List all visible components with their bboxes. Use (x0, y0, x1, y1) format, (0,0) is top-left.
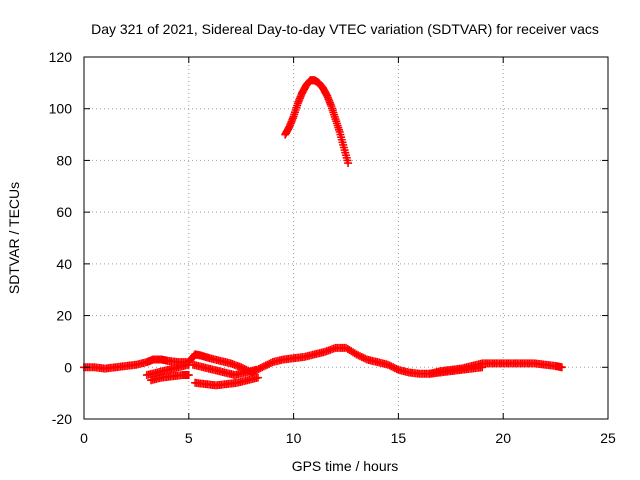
data-point (354, 351, 363, 360)
y-tick-label: 0 (64, 359, 72, 375)
axis-ticks: 0 5 10 15 20 25 -20 0 20 40 60 80 100 120 (49, 49, 616, 446)
data-point (256, 364, 265, 373)
data-point (359, 353, 368, 362)
x-tick-label: 15 (391, 430, 407, 446)
data-point (478, 363, 487, 372)
data-point (184, 371, 193, 380)
y-tick-label: 60 (56, 204, 72, 220)
series-peak (281, 76, 353, 168)
y-tick-label: 100 (49, 101, 73, 117)
data-point (266, 358, 275, 367)
data-point (355, 352, 364, 361)
x-tick-label: 20 (495, 430, 511, 446)
x-tick-label: 25 (600, 430, 616, 446)
y-tick-label: 40 (56, 256, 72, 272)
data-point (263, 360, 272, 369)
y-tick-label: -20 (52, 411, 72, 427)
data-point (390, 364, 399, 373)
data-point (557, 363, 566, 372)
data-point (253, 373, 262, 382)
data-point (392, 365, 401, 374)
x-tick-label: 5 (185, 430, 193, 446)
plot-frame (83, 56, 609, 420)
data-point (385, 361, 394, 370)
data-point (352, 350, 361, 359)
series-middle-a (188, 360, 260, 380)
data-point (361, 354, 370, 363)
y-tick-label: 20 (56, 308, 72, 324)
data-point (259, 362, 268, 371)
series-middle-b (191, 373, 262, 390)
data-point (258, 363, 267, 372)
y-tick-label: 120 (49, 49, 73, 65)
data-point (383, 360, 392, 369)
data-points (80, 76, 566, 390)
x-tick-label: 10 (286, 430, 302, 446)
series-tail-b (425, 363, 487, 378)
data-point (344, 159, 353, 168)
x-tick-label: 0 (80, 430, 88, 446)
x-axis-label: GPS time / hours (292, 458, 399, 474)
data-point (265, 359, 274, 368)
chart-title: Day 321 of 2021, Sidereal Day-to-day VTE… (91, 21, 599, 37)
series-lower-b (147, 371, 193, 385)
data-point (251, 365, 260, 374)
y-tick-label: 80 (56, 152, 72, 168)
data-point (357, 352, 366, 361)
y-axis-label: SDTVAR / TECUs (6, 182, 22, 294)
data-point (261, 361, 270, 370)
data-point (389, 363, 398, 372)
data-point (387, 362, 396, 371)
series-lower-a (142, 360, 193, 380)
